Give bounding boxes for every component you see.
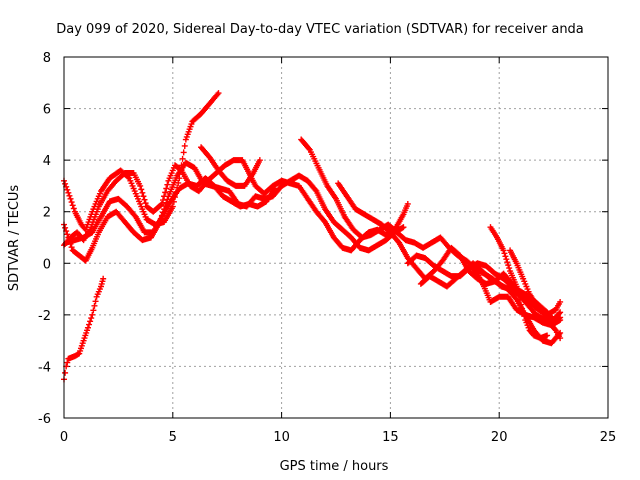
x-tick-label: 25 xyxy=(600,430,617,445)
data-point xyxy=(272,185,279,192)
data-point xyxy=(69,202,76,209)
data-point xyxy=(131,212,138,219)
data-point xyxy=(92,298,99,305)
data-point xyxy=(506,265,513,272)
data-point xyxy=(87,318,94,325)
data-point xyxy=(68,244,75,251)
data-point xyxy=(502,253,509,260)
x-axis-label: GPS time / hours xyxy=(280,459,389,474)
data-point xyxy=(514,288,521,295)
plot-frame xyxy=(63,56,609,419)
series-track-13 xyxy=(507,247,564,342)
data-marks xyxy=(61,90,564,383)
data-point xyxy=(557,309,564,316)
data-point xyxy=(157,201,164,208)
data-point xyxy=(64,231,71,238)
data-point xyxy=(89,311,96,318)
data-point xyxy=(137,182,144,189)
x-tick-label: 15 xyxy=(382,430,399,445)
x-tick-label: 10 xyxy=(273,430,290,445)
y-tick-label: 0 xyxy=(43,257,51,272)
data-point xyxy=(68,199,75,206)
data-point xyxy=(88,315,95,322)
series-track-8 xyxy=(335,180,564,318)
data-point xyxy=(180,149,187,156)
data-point xyxy=(515,292,522,299)
data-point xyxy=(557,335,564,342)
data-point xyxy=(517,301,524,308)
data-point xyxy=(181,142,188,149)
data-point xyxy=(100,275,107,282)
data-point xyxy=(557,317,564,324)
series-track-1 xyxy=(61,275,107,383)
data-point xyxy=(65,189,72,196)
data-point xyxy=(164,181,171,188)
data-point xyxy=(404,200,411,207)
data-point xyxy=(163,185,170,192)
data-point xyxy=(521,313,528,320)
y-axis-label: SDTVAR / TECUs xyxy=(7,185,22,292)
data-point xyxy=(503,256,510,263)
x-tick-label: 5 xyxy=(169,430,177,445)
series-track-12 xyxy=(487,224,551,342)
y-tick-label: 2 xyxy=(43,206,51,221)
data-point xyxy=(86,321,93,328)
data-point xyxy=(215,90,222,97)
data-point xyxy=(312,186,319,193)
data-point xyxy=(519,305,526,312)
y-tick-label: 4 xyxy=(43,154,51,169)
data-point xyxy=(141,196,148,203)
data-point xyxy=(214,91,221,98)
data-point xyxy=(138,186,145,193)
data-point xyxy=(513,283,520,290)
data-point xyxy=(501,250,508,257)
data-point xyxy=(139,189,146,196)
data-point xyxy=(544,332,551,339)
data-point xyxy=(551,326,558,333)
data-point xyxy=(500,247,507,254)
data-point xyxy=(516,297,523,304)
x-tick-label: 20 xyxy=(491,430,508,445)
data-point xyxy=(256,157,263,164)
data-point xyxy=(62,369,69,376)
y-tick-label: 6 xyxy=(43,103,51,118)
data-point xyxy=(67,195,74,202)
data-point xyxy=(556,310,563,317)
data-point xyxy=(169,203,176,210)
data-point xyxy=(64,359,71,366)
data-point xyxy=(140,193,147,200)
y-tick-label: 8 xyxy=(43,51,51,66)
data-point xyxy=(91,302,98,309)
data-point xyxy=(179,155,186,162)
data-point xyxy=(62,180,69,187)
chart-title: Day 099 of 2020, Sidereal Day-to-day VTE… xyxy=(56,22,584,37)
data-point xyxy=(64,186,71,193)
data-point xyxy=(66,192,73,199)
data-point xyxy=(84,324,91,331)
y-tick-label: -4 xyxy=(38,360,51,375)
data-point xyxy=(90,307,97,314)
series-track-6 xyxy=(198,144,263,189)
data-point xyxy=(504,259,511,266)
y-tick-label: -2 xyxy=(38,309,51,324)
y-tick-label: -6 xyxy=(38,412,51,427)
data-point xyxy=(505,262,512,269)
data-point xyxy=(305,145,312,152)
data-point xyxy=(400,224,407,231)
data-point xyxy=(62,224,69,231)
data-point xyxy=(142,200,149,207)
data-point xyxy=(520,309,527,316)
x-tick-label: 0 xyxy=(60,430,68,445)
data-point xyxy=(70,205,77,212)
data-point xyxy=(158,200,165,207)
data-point xyxy=(162,189,169,196)
data-point xyxy=(512,295,519,302)
series-track-5 xyxy=(63,175,279,246)
data-point xyxy=(557,298,564,305)
